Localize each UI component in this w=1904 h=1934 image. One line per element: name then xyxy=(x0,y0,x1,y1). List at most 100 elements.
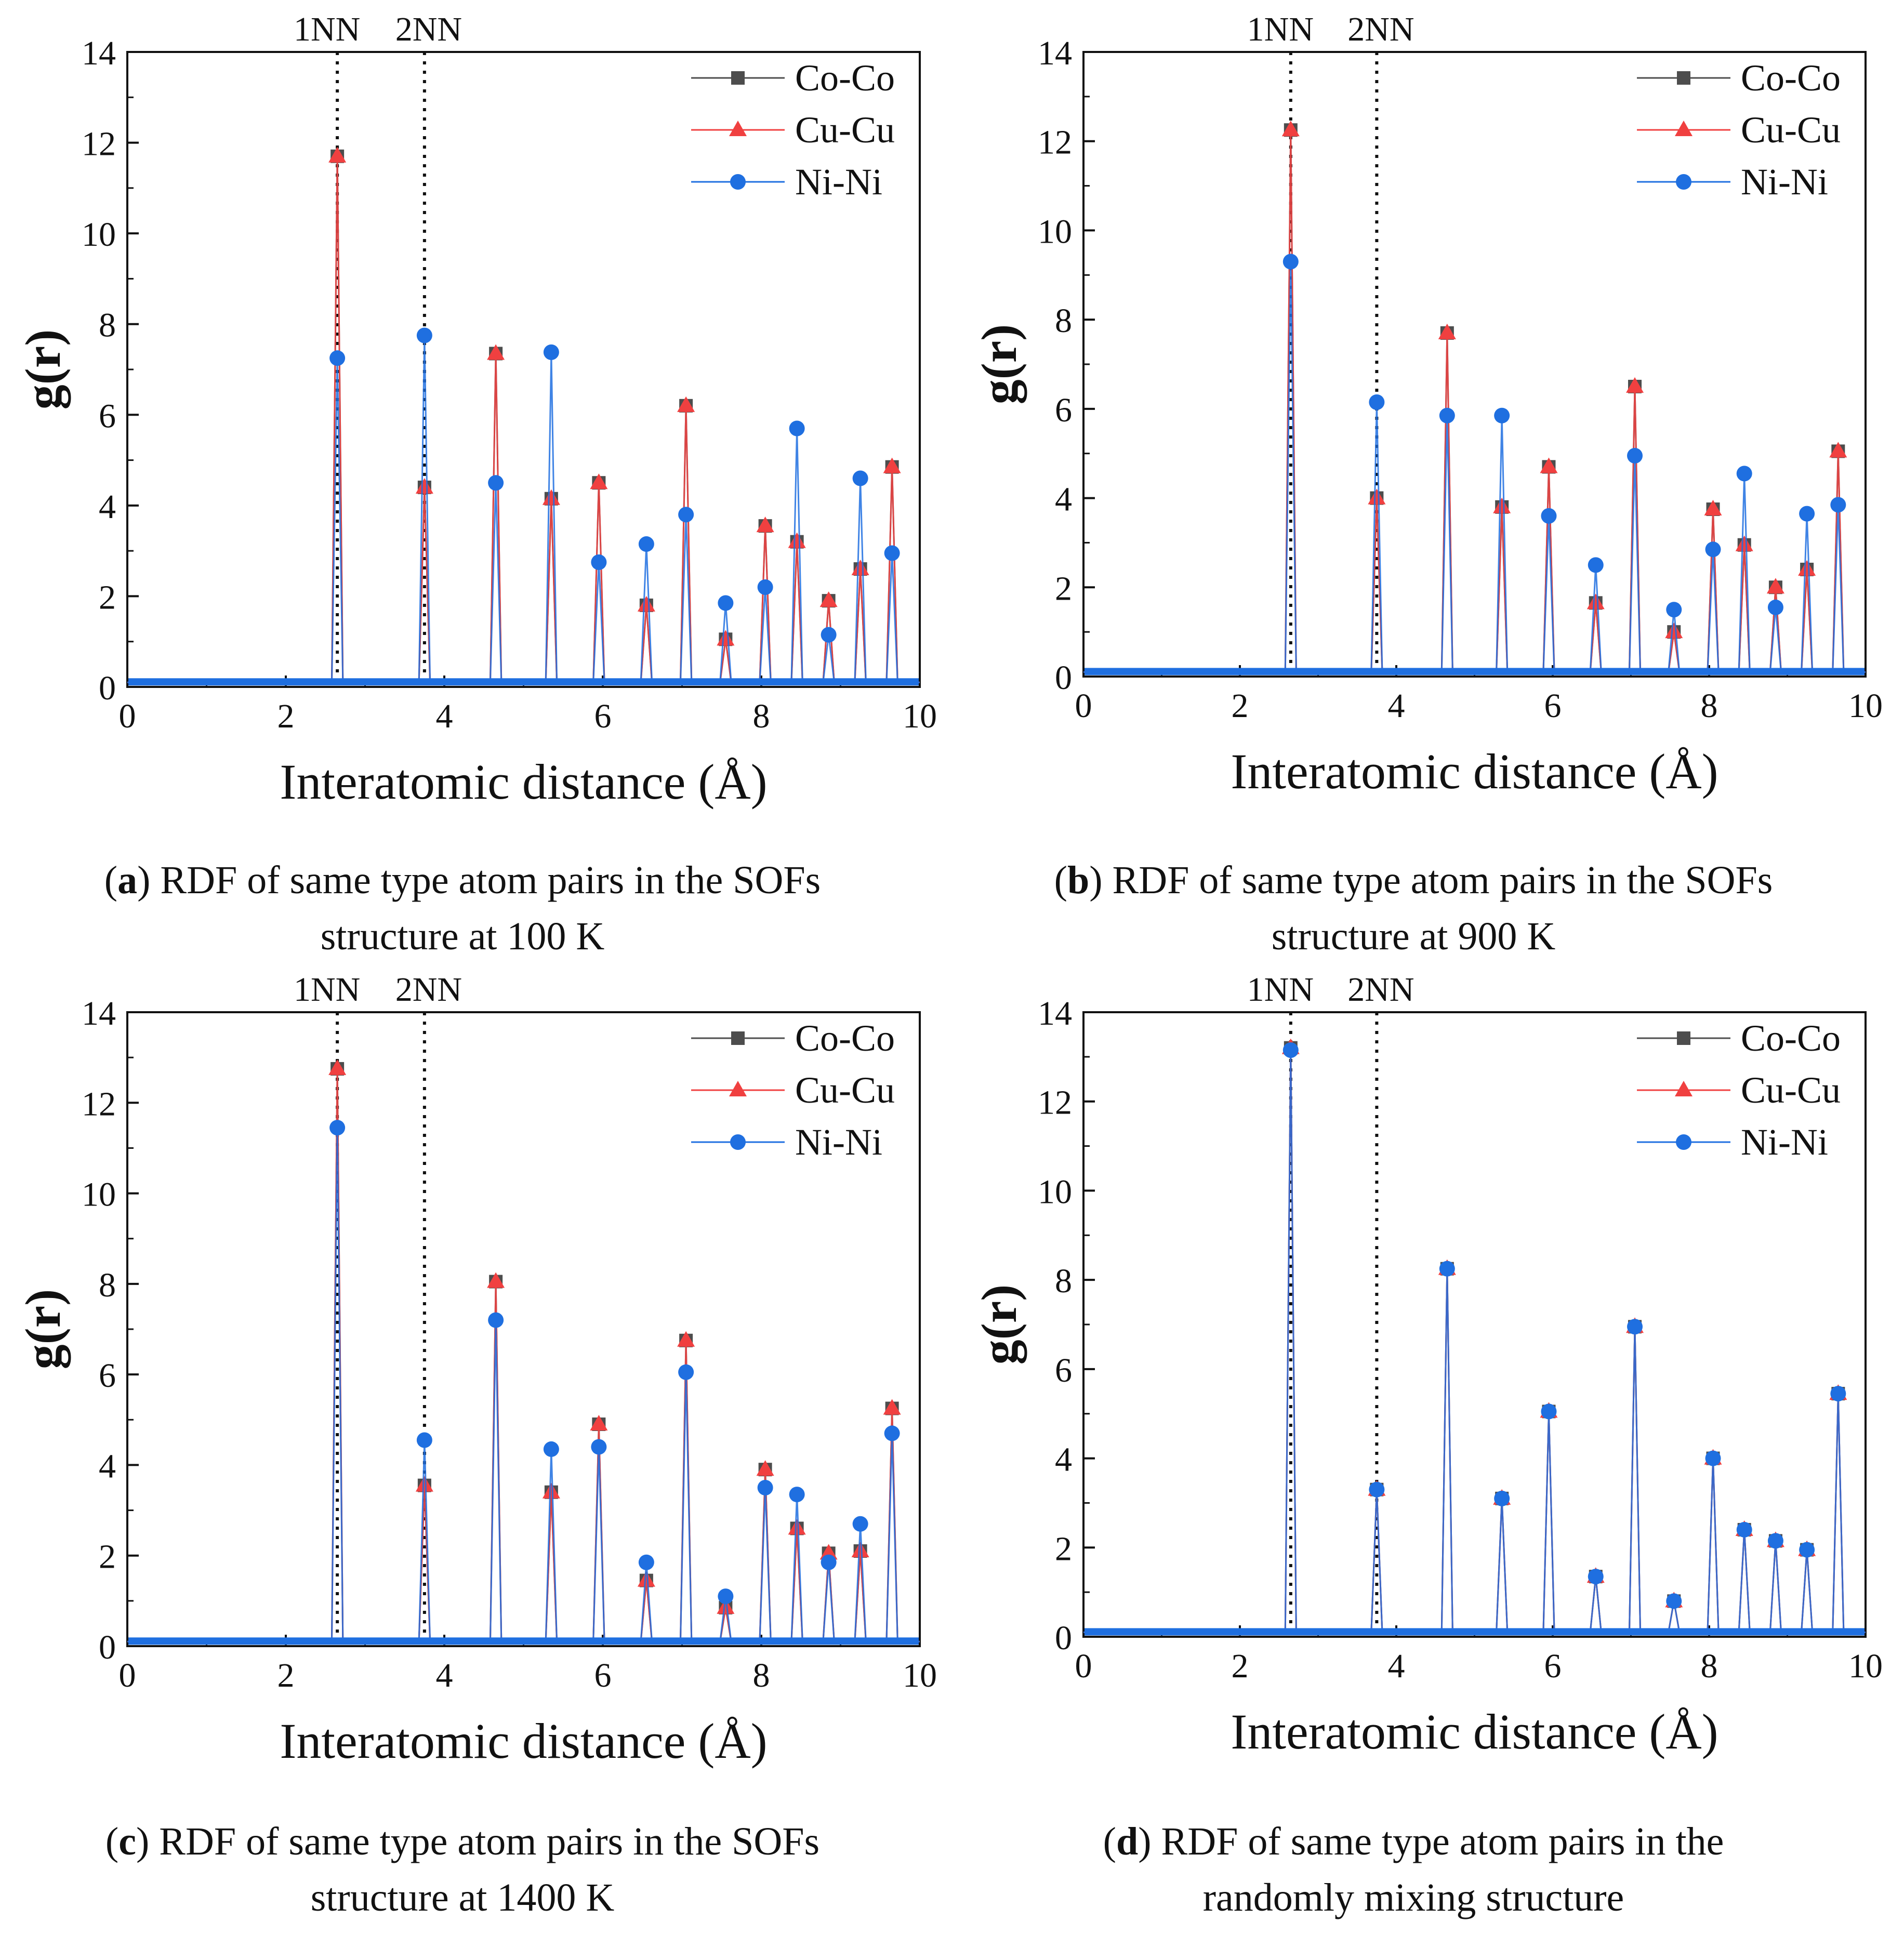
y-tick-label: 4 xyxy=(1055,481,1072,519)
legend-marker-Co-Co xyxy=(731,71,745,85)
y-tick-label: 4 xyxy=(99,1447,116,1485)
y-tick-label: 0 xyxy=(99,669,116,707)
x-axis-label: Interatomic distance (Å) xyxy=(1231,1704,1718,1759)
data-point-Cu-Cu xyxy=(542,1482,560,1499)
x-tick-label: 0 xyxy=(119,1657,136,1694)
legend-marker-Co-Co xyxy=(1677,1031,1690,1045)
x-axis-label: Interatomic distance (Å) xyxy=(1231,744,1718,799)
caption-text: ) RDF of same type atom pairs in the SOF… xyxy=(137,858,821,902)
data-point-Ni-Ni xyxy=(543,1441,559,1457)
reference-label-2NN: 2NN xyxy=(1347,971,1414,1009)
legend-label-Ni-Ni: Ni-Ni xyxy=(795,161,882,203)
y-axis-label: g(r) xyxy=(15,1289,71,1370)
y-tick-label: 2 xyxy=(1055,1530,1072,1568)
data-point-Ni-Ni xyxy=(416,1432,432,1448)
legend-label-Ni-Ni: Ni-Ni xyxy=(1741,161,1828,203)
data-point-Cu-Cu xyxy=(756,516,774,533)
chart-panel-2: 0 2 4 6 8 10 12 14 0 2 4 6 8 10 Interatomic distance (… xyxy=(15,971,937,1769)
chart-panel-1: 0 2 4 6 8 10 12 14 0 2 4 6 8 10 Interatomic distance (… xyxy=(971,10,1883,799)
legend-label-Co-Co: Co-Co xyxy=(1741,1017,1841,1059)
data-point-Ni-Ni xyxy=(757,579,773,595)
caption-line-1: (b) RDF of same type atom pairs in the S… xyxy=(1054,858,1773,902)
data-point-Ni-Ni xyxy=(1282,1042,1299,1058)
caption-text: ) RDF of same type atom pairs in the SOF… xyxy=(136,1820,820,1863)
data-point-Cu-Cu xyxy=(1766,578,1784,594)
legend-label-Cu-Cu: Cu-Cu xyxy=(795,1069,895,1111)
data-point-Ni-Ni xyxy=(1736,466,1752,482)
series-Ni-Ni xyxy=(127,1120,920,1642)
data-point-Ni-Ni xyxy=(1627,448,1643,464)
series-line-Ni-Ni xyxy=(127,335,920,683)
data-point-Cu-Cu xyxy=(415,1476,433,1492)
data-point-Cu-Cu xyxy=(1735,535,1753,551)
x-tick-label: 8 xyxy=(1701,1647,1718,1685)
data-point-Ni-Ni xyxy=(1736,1521,1752,1538)
y-tick-label: 14 xyxy=(1038,34,1072,72)
data-point-Cu-Cu xyxy=(756,1460,774,1476)
data-point-Ni-Ni xyxy=(591,554,607,570)
y-tick-label: 8 xyxy=(99,1266,116,1304)
caption-panel-b: (b) RDF of same type atom pairs in the S… xyxy=(951,852,1876,964)
data-point-Ni-Ni xyxy=(1494,407,1510,423)
data-point-Ni-Ni xyxy=(789,1487,805,1503)
legend-marker-Co-Co xyxy=(1677,71,1690,85)
data-point-Ni-Ni xyxy=(1494,1490,1510,1506)
data-point-Ni-Ni xyxy=(1666,602,1682,618)
data-point-Cu-Cu xyxy=(1493,497,1511,513)
x-tick-label: 10 xyxy=(903,1657,937,1694)
x-tick-label: 6 xyxy=(594,1657,612,1694)
x-tick-label: 2 xyxy=(277,697,295,735)
data-point-Ni-Ni xyxy=(1705,541,1721,558)
y-tick-label: 10 xyxy=(1038,1173,1072,1211)
x-tick-label: 4 xyxy=(436,1657,453,1694)
data-point-Ni-Ni xyxy=(1767,599,1783,615)
y-tick-label: 8 xyxy=(1055,1262,1072,1300)
data-point-Cu-Cu xyxy=(851,560,869,576)
data-point-Cu-Cu xyxy=(788,1519,806,1535)
x-tick-label: 2 xyxy=(1232,687,1249,725)
legend-label-Cu-Cu: Cu-Cu xyxy=(1741,109,1841,151)
x-tick-label: 8 xyxy=(1701,687,1718,725)
legend-label-Ni-Ni: Ni-Ni xyxy=(1741,1121,1828,1163)
data-point-Ni-Ni xyxy=(678,1364,694,1380)
data-point-Cu-Cu xyxy=(1540,457,1558,473)
y-tick-label: 4 xyxy=(99,488,116,526)
baseline-band xyxy=(1085,668,1865,675)
series-Ni-Ni xyxy=(1083,254,1866,673)
data-point-Ni-Ni xyxy=(488,1312,504,1328)
data-point-Ni-Ni xyxy=(1830,1386,1846,1402)
x-tick-label: 6 xyxy=(594,697,612,735)
data-point-Ni-Ni xyxy=(1627,1319,1643,1335)
y-tick-label: 0 xyxy=(99,1628,116,1666)
caption-line-1: (a) RDF of same type atom pairs in the S… xyxy=(104,858,821,902)
data-point-Ni-Ni xyxy=(1282,254,1299,270)
caption-letter: c xyxy=(118,1820,136,1863)
caption-line-2: structure at 1400 K xyxy=(310,1876,615,1919)
data-point-Ni-Ni xyxy=(789,420,805,436)
y-tick-label: 6 xyxy=(99,1357,116,1395)
caption-line-2: structure at 100 K xyxy=(320,915,605,958)
data-point-Cu-Cu xyxy=(788,532,806,548)
data-point-Ni-Ni xyxy=(329,350,346,366)
caption-letter: a xyxy=(117,858,138,902)
data-point-Cu-Cu xyxy=(590,1415,608,1430)
caption-line-1: (c) RDF of same type atom pairs in the S… xyxy=(105,1820,820,1863)
y-tick-label: 14 xyxy=(82,34,116,72)
data-point-Ni-Ni xyxy=(1369,1481,1385,1498)
data-point-Cu-Cu xyxy=(1586,593,1605,610)
data-point-Cu-Cu xyxy=(819,591,838,607)
data-point-Ni-Ni xyxy=(1799,506,1815,522)
data-point-Cu-Cu xyxy=(1626,377,1644,393)
data-point-Cu-Cu xyxy=(637,595,655,612)
y-tick-label: 2 xyxy=(1055,569,1072,607)
x-tick-label: 10 xyxy=(1848,687,1883,725)
reference-label-2NN: 2NN xyxy=(395,971,462,1009)
data-point-Cu-Cu xyxy=(1368,488,1386,505)
reference-label-1NN: 1NN xyxy=(294,971,360,1009)
caption-letter: b xyxy=(1067,858,1090,902)
data-point-Cu-Cu xyxy=(415,478,433,494)
data-point-Ni-Ni xyxy=(416,327,432,343)
y-tick-label: 10 xyxy=(82,216,116,254)
